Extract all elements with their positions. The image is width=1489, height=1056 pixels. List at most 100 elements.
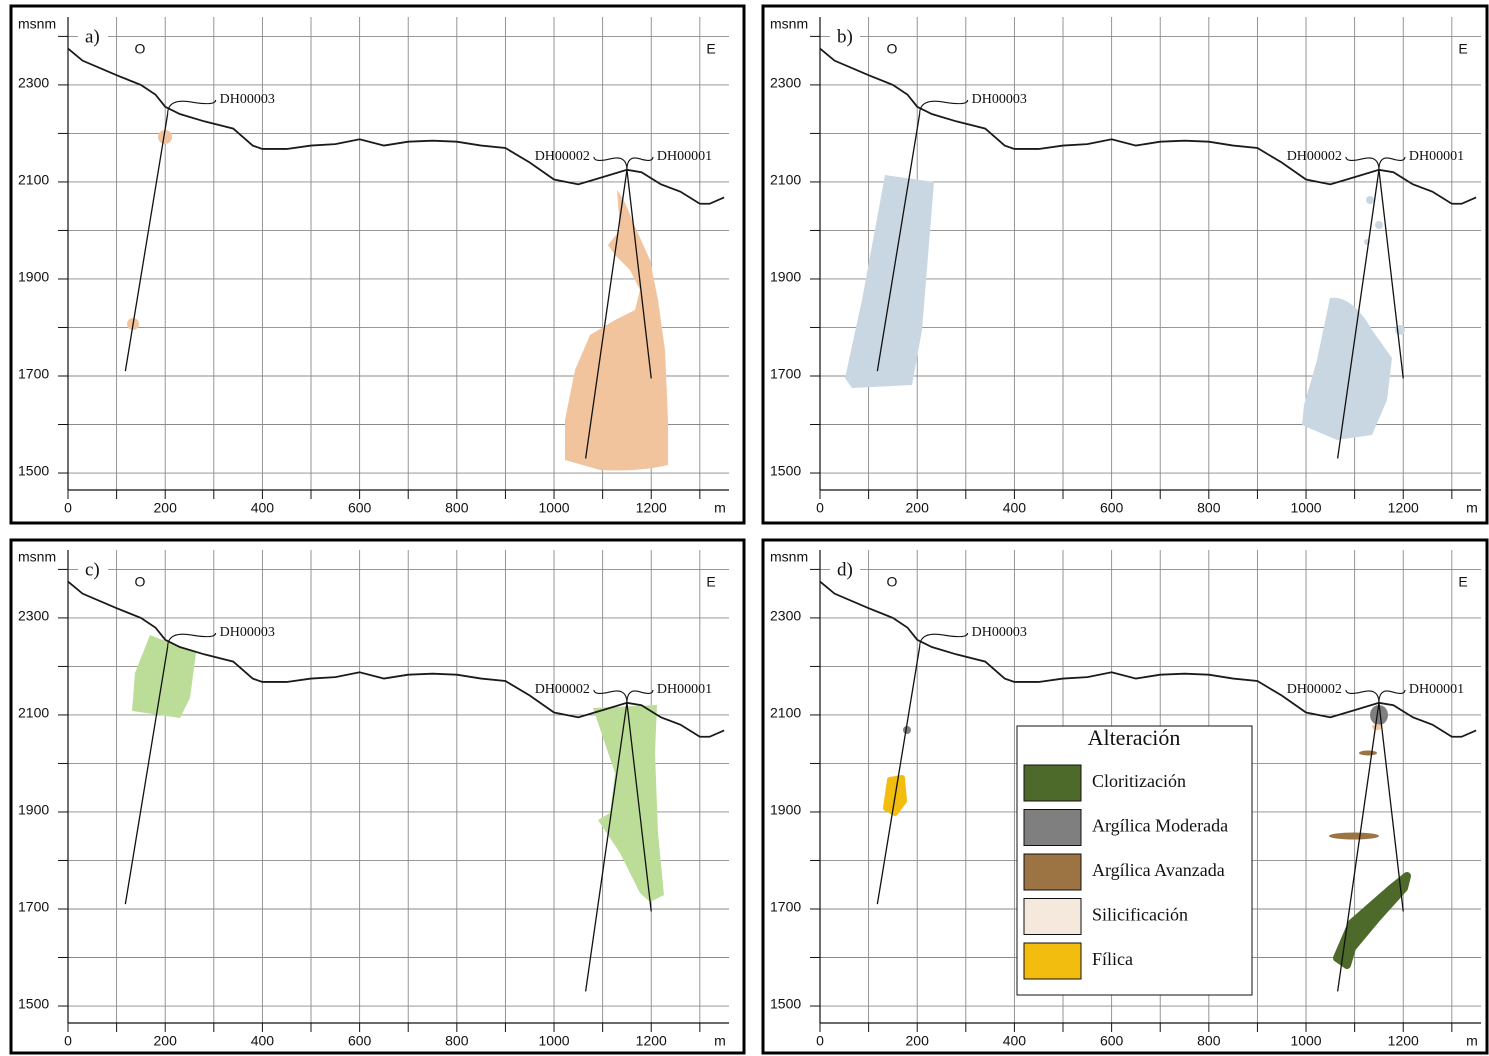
x-tick-label: 800: [445, 500, 469, 516]
y-tick-label: 1700: [770, 366, 801, 382]
panel-label: c): [85, 559, 100, 580]
y-tick-label: 1500: [18, 463, 49, 479]
legend-label: Argílica Moderada: [1092, 816, 1228, 836]
y-axis-label: msnm: [18, 16, 56, 32]
drillhole-label: DH00001: [657, 682, 712, 697]
zone: [1302, 298, 1392, 440]
east-label: E: [706, 574, 715, 590]
y-axis-label: msnm: [770, 16, 808, 32]
zone: [1372, 724, 1382, 730]
drillhole-label: DH00002: [535, 149, 590, 164]
y-tick-label: 2100: [18, 172, 49, 188]
drillhole-label: DH00002: [1287, 682, 1342, 697]
x-tick-label: 0: [816, 1033, 824, 1049]
west-label: O: [887, 41, 898, 57]
legend-swatch: [1024, 899, 1081, 935]
zone: [132, 635, 196, 718]
drillhole-label: DH00003: [972, 625, 1027, 640]
east-label: E: [1458, 41, 1467, 57]
legend-swatch: [1024, 810, 1081, 846]
drillhole: [877, 647, 919, 904]
y-tick-label: 2300: [770, 75, 801, 91]
legend-label: Fílica: [1092, 949, 1133, 969]
legend-swatch: [1024, 765, 1081, 801]
x-tick-label: 0: [64, 500, 72, 516]
panel-a: 0 200 400 600 800 1000 1200 1500 1700 1900 2100 230…: [11, 6, 744, 523]
drillhole-arrow: [627, 157, 653, 170]
legend-label: Silicificación: [1092, 905, 1188, 925]
zone: [565, 190, 668, 470]
panel-label: a): [85, 26, 100, 47]
x-tick-label: 1000: [538, 1033, 569, 1049]
legend-label: Argílica Avanzada: [1092, 860, 1225, 880]
y-tick-label: 2300: [18, 75, 49, 91]
panel-label: d): [837, 559, 853, 580]
x-tick-label: 1000: [1290, 1033, 1321, 1049]
legend-swatch: [1024, 943, 1081, 979]
y-tick-label: 2100: [770, 705, 801, 721]
x-axis-label: m: [1466, 1033, 1478, 1049]
east-label: E: [706, 41, 715, 57]
west-label: O: [135, 574, 146, 590]
x-tick-label: 800: [1197, 1033, 1221, 1049]
drillhole-label: DH00003: [220, 92, 275, 107]
drillhole-label: DH00001: [657, 149, 712, 164]
y-tick-label: 1500: [770, 463, 801, 479]
x-tick-label: 800: [445, 1033, 469, 1049]
y-tick-label: 2300: [770, 608, 801, 624]
x-tick-label: 400: [1003, 1033, 1027, 1049]
drillhole-arrow: [1346, 690, 1379, 703]
x-tick-label: 400: [251, 500, 275, 516]
x-tick-label: 200: [154, 1033, 178, 1049]
west-label: O: [135, 41, 146, 57]
x-tick-label: 1200: [636, 1033, 667, 1049]
zone: [1395, 325, 1405, 335]
zone: [1375, 221, 1383, 229]
x-tick-label: 800: [1197, 500, 1221, 516]
y-axis-label: msnm: [770, 549, 808, 565]
drillhole-arrow: [627, 690, 653, 703]
x-tick-label: 600: [1100, 1033, 1124, 1049]
zone: [845, 175, 934, 388]
drillhole: [1379, 703, 1403, 912]
x-tick-label: 1000: [538, 500, 569, 516]
x-tick-label: 1000: [1290, 500, 1321, 516]
y-axis-label: msnm: [18, 549, 56, 565]
x-tick-label: 1200: [636, 500, 667, 516]
x-tick-label: 600: [348, 500, 372, 516]
zone: [1366, 196, 1374, 204]
drillhole-arrow: [1379, 690, 1405, 703]
y-tick-label: 2300: [18, 608, 49, 624]
y-tick-label: 1900: [770, 269, 801, 285]
zone: [1329, 833, 1379, 840]
y-tick-label: 2100: [18, 705, 49, 721]
y-tick-label: 1900: [18, 802, 49, 818]
alteration-zones: [132, 635, 664, 902]
drillhole: [125, 114, 167, 371]
y-tick-label: 1500: [18, 996, 49, 1012]
drillhole-label: DH00001: [1409, 682, 1464, 697]
west-label: O: [887, 574, 898, 590]
y-tick-label: 1700: [770, 899, 801, 915]
legend-swatch: [1024, 854, 1081, 890]
drillhole-label: DH00003: [972, 92, 1027, 107]
drillhole-arrow: [594, 690, 627, 703]
y-tick-label: 1700: [18, 366, 49, 382]
x-tick-label: 0: [816, 500, 824, 516]
drillhole-arrow: [1346, 157, 1379, 170]
x-tick-label: 1200: [1388, 500, 1419, 516]
x-tick-label: 0: [64, 1033, 72, 1049]
x-tick-label: 1200: [1388, 1033, 1419, 1049]
x-tick-label: 200: [906, 1033, 930, 1049]
figure: 0 200 400 600 800 1000 1200 1500 1700 1900 2100 230…: [0, 0, 1489, 1056]
zone: [593, 705, 664, 902]
y-tick-label: 1500: [770, 996, 801, 1012]
drillhole-label: DH00001: [1409, 149, 1464, 164]
x-tick-label: 600: [348, 1033, 372, 1049]
x-axis-label: m: [1466, 500, 1478, 516]
x-tick-label: 200: [154, 500, 178, 516]
y-tick-label: 1900: [18, 269, 49, 285]
